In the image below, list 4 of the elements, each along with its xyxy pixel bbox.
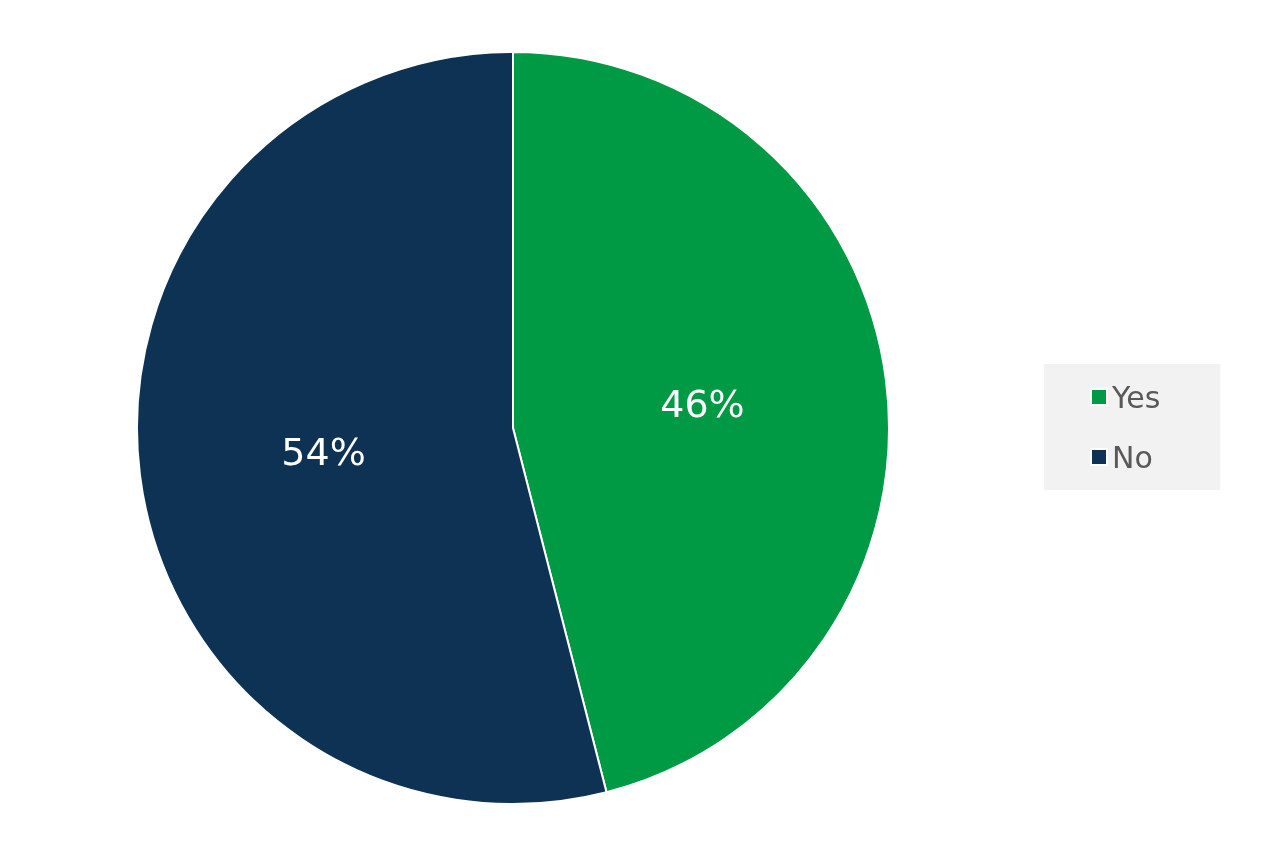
legend-label: No [1112, 439, 1153, 475]
data-label: 46% [660, 382, 745, 427]
legend-label: Yes [1111, 379, 1161, 415]
data-label: 54% [281, 429, 366, 474]
